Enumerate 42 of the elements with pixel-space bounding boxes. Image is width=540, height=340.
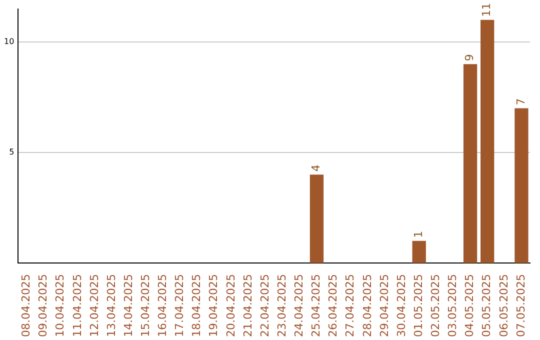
x-tick-label: 06.05.2025 xyxy=(497,274,510,338)
x-tick-label: 10.04.2025 xyxy=(54,274,67,338)
x-tick-label: 26.04.2025 xyxy=(326,274,340,338)
x-tick-label: 09.04.2025 xyxy=(36,274,50,338)
x-tick-label: 13.04.2025 xyxy=(104,274,118,338)
x-tick-label: 12.04.2025 xyxy=(88,274,101,338)
bar xyxy=(514,108,528,264)
x-tick-label: 20.04.2025 xyxy=(224,274,238,338)
data-label: 1 xyxy=(412,230,425,238)
data-label: 9 xyxy=(463,54,476,62)
bar xyxy=(412,240,426,264)
x-tick-label: 04.05.2025 xyxy=(463,274,476,338)
bar xyxy=(463,64,478,264)
x-tick-label: 16.04.2025 xyxy=(156,274,170,338)
x-tick-label: 25.04.2025 xyxy=(310,274,323,338)
x-tick-label: 15.04.2025 xyxy=(138,274,152,338)
x-tick-label: 21.04.2025 xyxy=(241,274,254,338)
bar xyxy=(310,174,324,264)
y-tick-label: 5 xyxy=(9,148,14,157)
bar xyxy=(480,20,494,264)
x-tick-label: 14.04.2025 xyxy=(122,274,135,338)
x-tick-label: 01.05.2025 xyxy=(412,274,425,338)
x-tick-label: 08.04.2025 xyxy=(20,274,33,338)
x-tick-label: 28.04.2025 xyxy=(360,274,374,338)
x-tick-label: 27.04.2025 xyxy=(344,274,357,338)
x-tick-label: 18.04.2025 xyxy=(190,274,204,338)
data-label: 4 xyxy=(310,164,323,172)
y-tick-label: 10 xyxy=(4,37,14,46)
x-tick-label: 23.04.2025 xyxy=(275,274,288,338)
x-tick-label: 19.04.2025 xyxy=(207,274,220,338)
x-tick-label: 05.05.2025 xyxy=(480,274,494,338)
x-tick-label: 17.04.2025 xyxy=(173,274,186,338)
data-label: 7 xyxy=(514,98,528,106)
x-tick-label: 29.04.2025 xyxy=(378,274,391,338)
x-tick-label: 24.04.2025 xyxy=(292,274,306,338)
x-tick-label: 07.05.2025 xyxy=(514,274,528,338)
x-tick-label: 30.04.2025 xyxy=(394,274,408,338)
x-tick-label: 03.05.2025 xyxy=(446,274,460,338)
x-tick-label: 11.04.2025 xyxy=(70,274,84,338)
data-label: 11 xyxy=(480,2,494,17)
x-tick-label: 22.04.2025 xyxy=(258,274,272,338)
x-tick-label: 02.05.2025 xyxy=(429,274,442,338)
